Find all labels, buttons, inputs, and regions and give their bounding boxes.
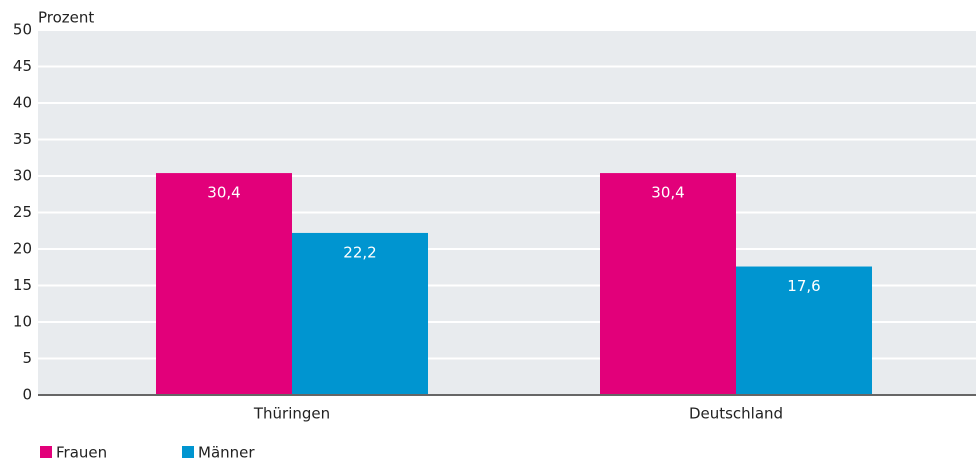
y-tick-label: 40 xyxy=(13,94,32,112)
bar xyxy=(736,266,872,395)
bar xyxy=(292,232,428,395)
bar xyxy=(156,173,292,395)
y-tick-label: 35 xyxy=(13,130,32,148)
value-label: 30,4 xyxy=(207,184,240,202)
value-label: 17,6 xyxy=(787,277,820,295)
x-tick-label: Thüringen xyxy=(253,405,330,423)
y-tick-label: 10 xyxy=(13,313,32,331)
legend-swatch xyxy=(182,446,194,458)
y-tick-label: 5 xyxy=(22,349,32,367)
legend-swatch xyxy=(40,446,52,458)
y-axis-label: Prozent xyxy=(38,9,94,27)
value-label: 30,4 xyxy=(651,184,684,202)
value-label: 22,2 xyxy=(343,243,376,261)
y-tick-label: 15 xyxy=(13,276,32,294)
y-tick-label: 45 xyxy=(13,57,32,75)
legend-label: Frauen xyxy=(56,444,107,461)
y-tick-label: 25 xyxy=(13,203,32,221)
x-tick-label: Deutschland xyxy=(689,405,783,423)
legend-label: Männer xyxy=(198,444,255,461)
y-tick-label: 0 xyxy=(22,386,32,404)
y-tick-label: 20 xyxy=(13,240,32,258)
y-tick-label: 30 xyxy=(13,167,32,185)
y-tick-label: 50 xyxy=(13,21,32,39)
bar xyxy=(600,173,736,395)
